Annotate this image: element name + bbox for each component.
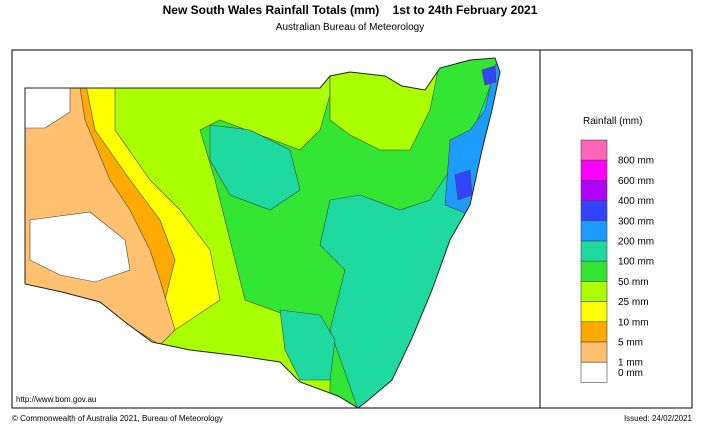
subtitle: Australian Bureau of Meteorology [276, 22, 424, 33]
legend-swatch [580, 180, 608, 201]
legend-swatch [580, 220, 608, 242]
legend-swatch [580, 321, 608, 343]
issued-date: Issued: 24/02/2021 [624, 414, 693, 423]
legend: 800 mm 600 mm 400 mm 300 mm 200 mm 100 mm 50 m… [580, 139, 654, 383]
region-300 [454, 169, 473, 201]
rainfall-map [25, 58, 500, 408]
legend-swatch [580, 240, 608, 262]
region-0 [29, 211, 131, 283]
legend-label: 25 mm [618, 297, 649, 308]
legend-label: 800 mm [618, 156, 654, 167]
legend-swatch [580, 341, 608, 363]
region-100 [279, 309, 336, 381]
legend-label: 200 mm [618, 237, 654, 248]
legend-swatch [580, 301, 608, 323]
legend-swatch [580, 281, 608, 302]
title: New South Wales Rainfall Totals (mm) 1st… [163, 3, 538, 17]
legend-label: 600 mm [618, 176, 654, 187]
region-300 [481, 65, 497, 86]
legend-label: 5 mm [618, 338, 643, 349]
region-0 [25, 58, 71, 129]
copyright: © Commonwealth of Australia 2021, Bureau… [12, 414, 223, 423]
legend-label: 400 mm [618, 196, 654, 207]
legend-label: 1 mm [618, 358, 643, 369]
legend-label: 0 mm [618, 368, 643, 379]
region-100 [209, 124, 301, 211]
legend-swatch [580, 361, 608, 383]
legend-label: 10 mm [618, 317, 649, 328]
legend-swatch [580, 200, 608, 222]
legend-title: Rainfall (mm) [583, 116, 642, 127]
legend-swatch [580, 159, 608, 181]
legend-label: 50 mm [618, 277, 649, 288]
legend-label: 100 mm [618, 257, 654, 268]
legend-swatch [580, 139, 608, 161]
source-url: http://www.bom.gov.au [16, 395, 96, 404]
legend-label: 300 mm [618, 216, 654, 227]
frame [11, 49, 693, 409]
legend-swatch [580, 260, 608, 282]
